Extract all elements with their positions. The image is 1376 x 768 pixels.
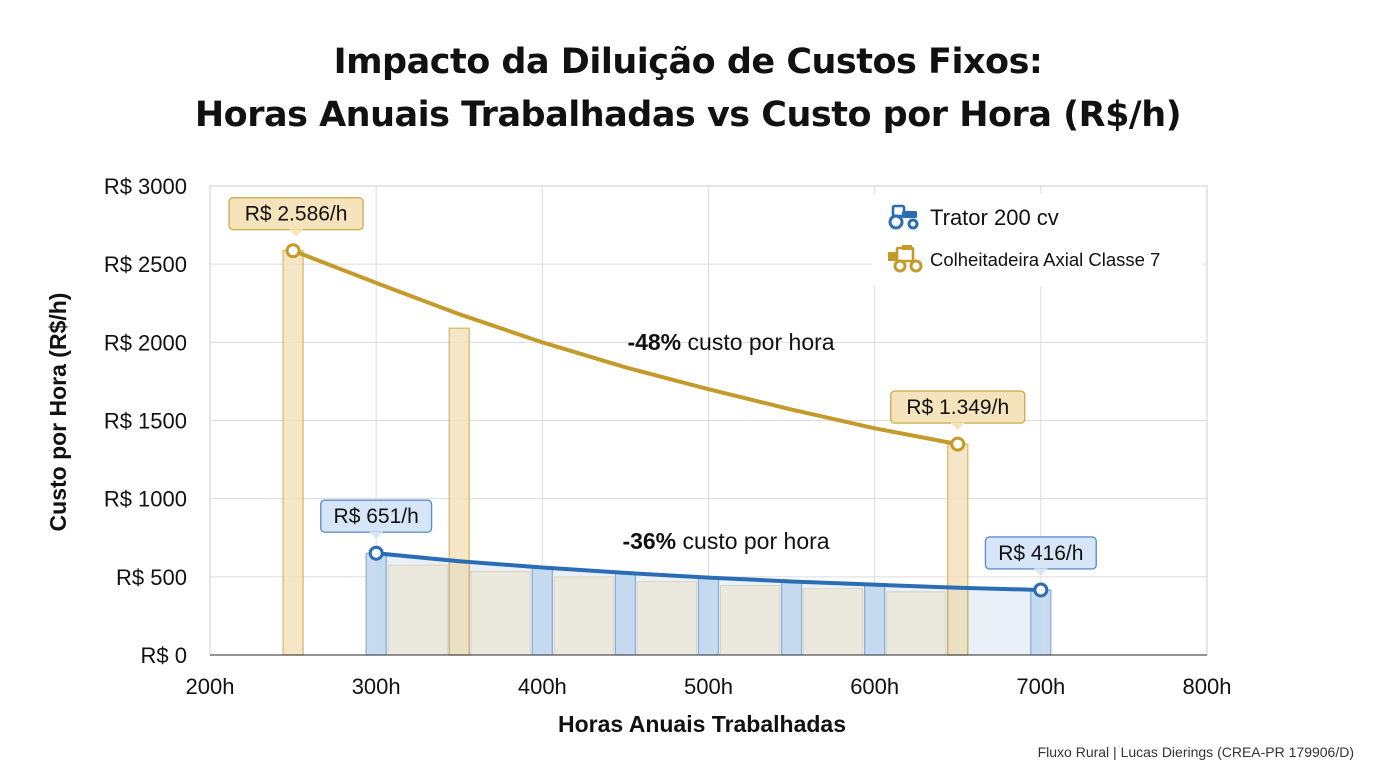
y-tick-label: R$ 1500: [104, 409, 187, 434]
harvester-end-point: [950, 436, 966, 452]
tractor-end-point: [1033, 582, 1049, 598]
tractor-bar: [864, 584, 886, 656]
y-tick-label: R$ 1000: [104, 487, 187, 512]
harvester-icon: [888, 245, 923, 273]
legend-background: [872, 194, 1202, 286]
footer-credit: Fluxo Rural | Lucas Dierings (CREA-PR 17…: [1037, 744, 1354, 760]
point-labels: R$ 2.586/h R$ 1.349/h R$ 651/h R$ 416/h -48%…: [228, 197, 1097, 576]
x-tick-label: 700h: [1016, 674, 1065, 699]
tractor-panel: [886, 591, 947, 656]
y-tick-label: R$ 2500: [104, 252, 187, 277]
tractor-start-label-pointer: [369, 531, 384, 540]
axes: 200h 300h 400h 500h 600h 700h 800h R$ 0 R$ 500 R$…: [104, 174, 1232, 699]
tractor-end-label-text: R$ 416/h: [998, 542, 1083, 565]
harvester-start-label: R$ 2.586/h: [228, 197, 364, 237]
harvester-end-label-pointer: [950, 422, 965, 431]
tractor-panel: [636, 581, 698, 656]
x-tick-label: 800h: [1183, 674, 1232, 699]
chart-canvas: R$ 2.586/h R$ 1.349/h R$ 651/h R$ 416/h -48%…: [45, 174, 1232, 737]
harvester-line: [291, 248, 960, 447]
y-tick-label: R$ 500: [116, 565, 187, 590]
tractor-bar: [780, 580, 803, 656]
series-lines: [285, 243, 1049, 598]
tractor-bar: [365, 552, 387, 656]
x-tick-label: 600h: [850, 674, 899, 699]
harvester-end-label-text: R$ 1.349/h: [906, 396, 1009, 419]
tractor-panel: [470, 570, 531, 656]
legend: Trator 200 cv Colheitadeira Axial Classe…: [872, 194, 1202, 286]
tractor-line: [374, 551, 1043, 592]
bars: [282, 250, 1052, 656]
tractor-panel: [803, 588, 864, 656]
legend-label-harvester: Colheitadeira Axial Classe 7: [930, 249, 1160, 270]
tractor-reduction-annotation: -36% custo por hora: [622, 528, 829, 554]
tractor-bar: [531, 566, 553, 656]
tractor-bar: [614, 572, 637, 656]
x-axis-title: Horas Anuais Trabalhadas: [558, 711, 846, 737]
harvester-start-label-text: R$ 2.586/h: [245, 203, 348, 226]
harvester-bar: [282, 250, 304, 656]
tractor-bar: [1030, 589, 1052, 656]
legend-label-tractor: Trator 200 cv: [930, 205, 1059, 230]
y-tick-label: R$ 3000: [104, 174, 187, 199]
harvester-end-label: R$ 1.349/h: [890, 390, 1026, 431]
tractor-end-label-pointer: [1033, 568, 1048, 576]
tractor-start-point: [368, 545, 384, 561]
tractor-bar: [697, 577, 720, 656]
x-tick-label: 300h: [352, 674, 401, 699]
y-axis-title: Custo por Hora (R$/h): [45, 293, 71, 532]
tractor-panel: [387, 564, 448, 656]
y-tick-label: R$ 0: [141, 643, 187, 668]
y-tick-label: R$ 2000: [104, 330, 187, 355]
tractor-end-label: R$ 416/h: [984, 536, 1097, 576]
x-tick-label: 400h: [518, 674, 567, 699]
harvester-bar: [448, 327, 470, 656]
tractor-start-label: R$ 651/h: [320, 499, 433, 540]
chart-subtitle: Horas Anuais Trabalhadas vs Custo por Ho…: [194, 95, 1182, 135]
harvester-start-label-pointer: [289, 229, 304, 237]
tractor-panel: [720, 585, 781, 656]
tractor-panel: [553, 576, 614, 656]
tractor-start-label-text: R$ 651/h: [334, 505, 419, 528]
x-tick-label: 200h: [186, 674, 235, 699]
harvester-reduction-annotation: -48% custo por hora: [627, 329, 834, 355]
tractor-icon: [888, 204, 919, 230]
x-tick-label: 500h: [684, 674, 733, 699]
harvester-start-point: [285, 243, 301, 259]
harvester-bar: [947, 443, 969, 656]
chart-title: Impacto da Diluição de Custos Fixos:: [333, 42, 1043, 82]
